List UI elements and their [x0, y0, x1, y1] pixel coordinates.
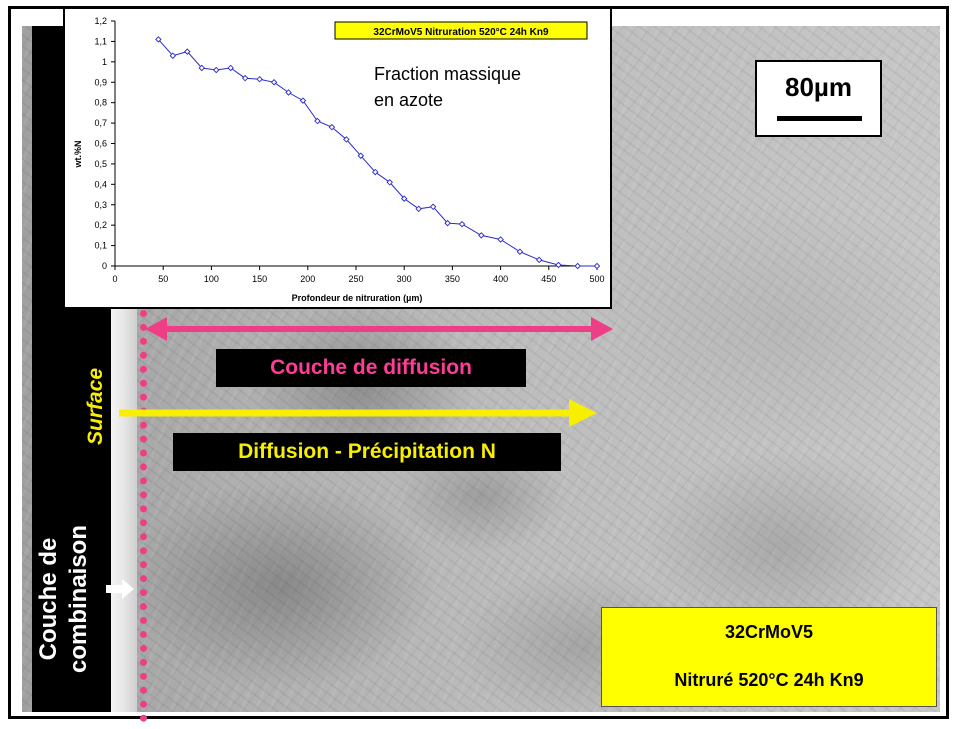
surface-label: Surface: [84, 367, 107, 445]
y-tick-label: 0,6: [94, 139, 107, 149]
data-point: [241, 74, 249, 82]
sample-line1: 32CrMoV5: [724, 622, 814, 642]
data-point: [256, 75, 263, 83]
data-point: [574, 262, 581, 270]
data-point: [429, 203, 437, 211]
x-axis-label: Profondeur de nitruration (µm): [292, 293, 423, 303]
data-point: [212, 66, 220, 74]
x-tick-label: 250: [348, 274, 363, 284]
x-tick-label: 450: [541, 274, 556, 284]
x-tick-label: 0: [112, 274, 117, 284]
precipitation-label: Diffusion - Précipitation N: [173, 433, 561, 471]
data-point: [285, 89, 292, 96]
data-point: [372, 168, 379, 176]
double-arrow-icon: [145, 317, 613, 341]
compound-layer-label: Couche de combinaison: [34, 504, 94, 694]
scale-bar-box: 80µm: [755, 60, 882, 137]
sample-line2: Nitruré 520°C 24h Kn9: [674, 670, 864, 690]
compound-layer-label-line2: combinaison: [65, 524, 92, 674]
data-point: [400, 195, 408, 202]
scale-bar-label: 80µm: [784, 72, 853, 102]
y-tick-label: 0,2: [94, 220, 107, 230]
x-tick-label: 350: [445, 274, 460, 284]
arrow-right-icon: [119, 399, 597, 427]
data-point: [478, 232, 485, 239]
data-point: [343, 136, 350, 143]
y-axis-label: wt.%N: [73, 141, 83, 169]
diffusion-layer-label: Couche de diffusion: [216, 349, 526, 387]
data-point: [328, 123, 336, 131]
chart-title: 32CrMoV5 Nitruration 520°C 24h Kn9: [373, 27, 549, 38]
y-tick-label: 0: [102, 261, 107, 271]
x-tick-label: 300: [397, 274, 412, 284]
x-tick-label: 400: [493, 274, 508, 284]
x-tick-label: 200: [300, 274, 315, 284]
data-point: [184, 48, 191, 55]
data-point: [386, 179, 393, 186]
compound-layer-label-line1: Couche de: [35, 537, 62, 661]
data-point: [155, 36, 162, 43]
data-point: [593, 262, 601, 270]
y-tick-label: 0,9: [94, 77, 107, 87]
y-tick-label: 1,1: [94, 36, 107, 46]
data-point: [314, 117, 321, 125]
chart-annotation-line1: Fraction massique: [374, 64, 521, 84]
chart-annotation-line2: en azote: [374, 90, 443, 110]
x-tick-label: 50: [158, 274, 168, 284]
y-tick-label: 0,1: [94, 241, 107, 251]
data-point: [444, 219, 451, 227]
data-point: [227, 64, 234, 72]
y-tick-label: 0,4: [94, 179, 107, 189]
y-tick-label: 0,8: [94, 98, 107, 108]
sample-info-box: 32CrMoV5 Nitruré 520°C 24h Kn9: [601, 607, 937, 707]
data-point: [198, 64, 205, 72]
data-point: [299, 97, 307, 104]
y-tick-label: 0,5: [94, 159, 107, 169]
x-tick-label: 100: [204, 274, 219, 284]
arrow-right-icon: [106, 579, 134, 599]
data-point: [415, 205, 422, 213]
data-point: [458, 220, 466, 228]
data-point: [270, 79, 278, 86]
data-point: [555, 261, 562, 269]
data-point: [169, 52, 177, 59]
chart-canvas: 32CrMoV5 Nitruration 520°C 24h Kn9 Fract…: [73, 16, 605, 303]
y-tick-label: 0,3: [94, 200, 107, 210]
data-point: [535, 256, 543, 264]
data-point: [497, 236, 504, 243]
x-tick-label: 150: [252, 274, 267, 284]
y-tick-label: 1,2: [94, 16, 107, 26]
compound-layer-band: [111, 300, 137, 712]
data-point: [357, 152, 365, 159]
data-point: [516, 248, 524, 255]
y-tick-label: 1: [102, 57, 107, 67]
chart-title-box: [334, 21, 588, 40]
y-tick-label: 0,7: [94, 118, 107, 128]
scale-bar: [777, 116, 862, 121]
x-tick-label: 500: [589, 274, 604, 284]
nitrogen-profile-chart: 32CrMoV5 Nitruration 520°C 24h Kn9 Fract…: [63, 7, 612, 309]
surface-dotted-line: [140, 296, 147, 722]
